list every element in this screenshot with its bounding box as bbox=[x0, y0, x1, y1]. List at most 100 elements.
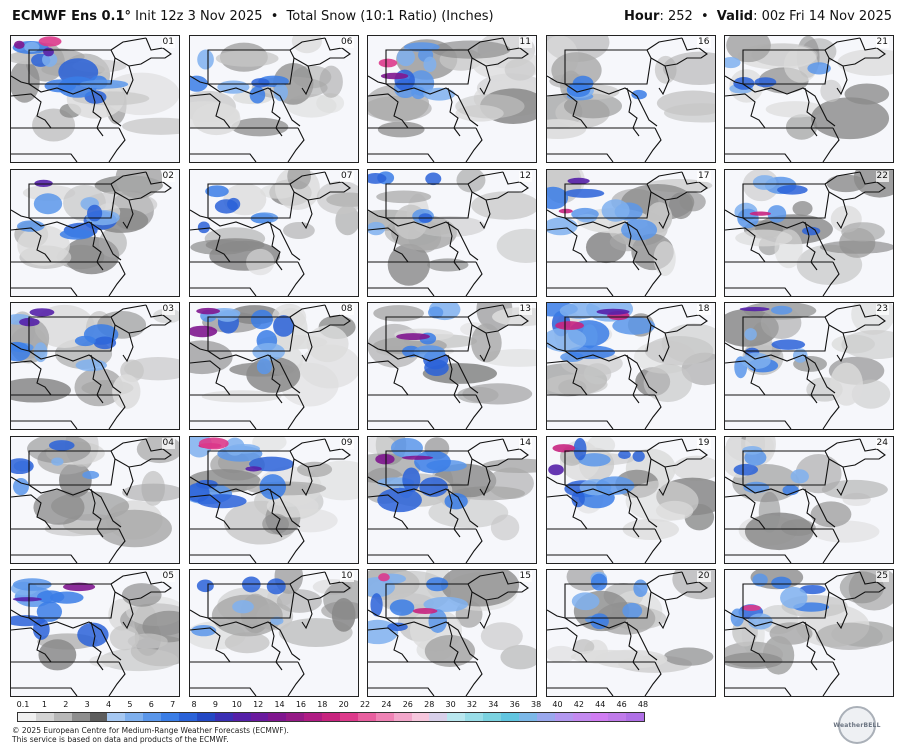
snow-moderate-area bbox=[77, 622, 109, 647]
snow-light-area bbox=[820, 79, 842, 103]
snow-moderate-area bbox=[559, 303, 601, 320]
credit-line-1: © 2025 European Centre for Medium-Range … bbox=[12, 726, 289, 735]
snow-moderate-area bbox=[231, 600, 254, 614]
snow-moderate-area bbox=[733, 77, 755, 90]
snow-light-area bbox=[33, 489, 85, 525]
state-border bbox=[90, 221, 104, 270]
state-border bbox=[28, 350, 122, 394]
snow-light-area bbox=[318, 65, 343, 98]
legend-tick: 12 bbox=[253, 700, 264, 709]
state-border bbox=[368, 286, 435, 296]
state-border bbox=[447, 488, 461, 537]
snow-heavy-area bbox=[375, 453, 395, 464]
state-border bbox=[625, 87, 639, 137]
member-number: 19 bbox=[697, 437, 711, 449]
state-border bbox=[485, 571, 529, 601]
state-border bbox=[307, 571, 351, 601]
state-border bbox=[546, 226, 587, 262]
state-border bbox=[368, 609, 387, 619]
state-border bbox=[742, 350, 836, 394]
legend-tick: 7 bbox=[170, 700, 176, 709]
snow-moderate-area bbox=[368, 576, 396, 598]
snow-moderate-area bbox=[266, 578, 286, 595]
snow-moderate-area bbox=[807, 62, 831, 75]
snow-heavy-area bbox=[244, 465, 262, 471]
state-border bbox=[842, 571, 886, 601]
state-border bbox=[725, 493, 766, 529]
snow-moderate-area bbox=[51, 456, 64, 466]
member-number: 15 bbox=[518, 571, 532, 582]
state-border bbox=[110, 170, 147, 229]
snow-light-area bbox=[643, 363, 692, 403]
snowfall-map bbox=[11, 570, 179, 696]
member-panel: 20 bbox=[545, 569, 716, 697]
state-border bbox=[485, 37, 529, 67]
legend-swatch bbox=[554, 713, 573, 721]
snow-moderate-area bbox=[632, 579, 648, 598]
state-border bbox=[546, 93, 587, 129]
state-border bbox=[564, 217, 657, 260]
snow-heavy-area bbox=[43, 47, 54, 57]
state-border bbox=[28, 583, 116, 619]
state-border bbox=[128, 304, 172, 334]
snow-light-area bbox=[482, 458, 536, 473]
snow-moderate-area bbox=[770, 305, 793, 315]
snowfall-map bbox=[189, 570, 358, 696]
snow-light-area bbox=[830, 362, 863, 406]
snow-moderate-area bbox=[59, 228, 93, 240]
state-border bbox=[664, 304, 708, 334]
state-border bbox=[725, 420, 792, 429]
state-border bbox=[664, 571, 708, 601]
snow-heavy-area bbox=[401, 455, 434, 460]
state-border bbox=[385, 316, 473, 352]
snow-moderate-area bbox=[49, 591, 84, 604]
init-time: Init 12z 3 Nov 2025 bbox=[135, 9, 263, 24]
state-border bbox=[742, 83, 836, 127]
snow-moderate-area bbox=[82, 470, 100, 479]
member-number: 08 bbox=[340, 304, 354, 315]
state-border bbox=[206, 583, 295, 619]
state-border bbox=[289, 571, 325, 630]
snow-moderate-area bbox=[214, 198, 238, 214]
snow-moderate-area bbox=[377, 487, 422, 512]
state-border bbox=[90, 488, 104, 537]
state-border bbox=[189, 75, 208, 85]
state-border bbox=[289, 437, 325, 496]
legend-swatch bbox=[536, 713, 555, 721]
state-border bbox=[368, 493, 409, 529]
legend-tick: 2 bbox=[63, 700, 69, 709]
legend-tick: 18 bbox=[317, 700, 328, 709]
state-border bbox=[206, 182, 295, 219]
state-border bbox=[563, 182, 652, 219]
snow-light-area bbox=[672, 455, 715, 481]
state-border bbox=[289, 304, 325, 363]
state-border bbox=[625, 621, 639, 671]
member-panel: 08 bbox=[188, 302, 359, 430]
snow-moderate-area bbox=[754, 77, 777, 88]
legend-tick: 26 bbox=[402, 700, 413, 709]
snow-moderate-area bbox=[402, 466, 421, 492]
snow-light-area bbox=[127, 633, 168, 649]
snow-light-area bbox=[122, 117, 179, 135]
state-border bbox=[725, 687, 792, 696]
snow-moderate-area bbox=[595, 475, 634, 495]
snow-moderate-area bbox=[630, 89, 647, 100]
snowfall-map bbox=[368, 303, 536, 429]
state-border bbox=[307, 171, 351, 201]
state-border bbox=[189, 286, 256, 296]
member-panel: 06 bbox=[188, 35, 359, 163]
state-border bbox=[368, 153, 435, 162]
snowfall-map bbox=[189, 169, 358, 296]
state-border bbox=[385, 617, 479, 661]
snow-moderate-area bbox=[196, 579, 214, 593]
snow-moderate-area bbox=[617, 449, 631, 459]
snow-heavy-area bbox=[558, 208, 573, 213]
state-border bbox=[28, 449, 116, 486]
snow-moderate-area bbox=[566, 82, 590, 98]
snow-light-area bbox=[11, 377, 71, 403]
legend-swatch bbox=[357, 713, 376, 721]
snow-moderate-area bbox=[563, 188, 604, 198]
weatherbell-logo: WeatherBELL bbox=[833, 706, 880, 744]
snow-light-area bbox=[837, 48, 893, 77]
snow-heavy-area bbox=[378, 58, 398, 68]
